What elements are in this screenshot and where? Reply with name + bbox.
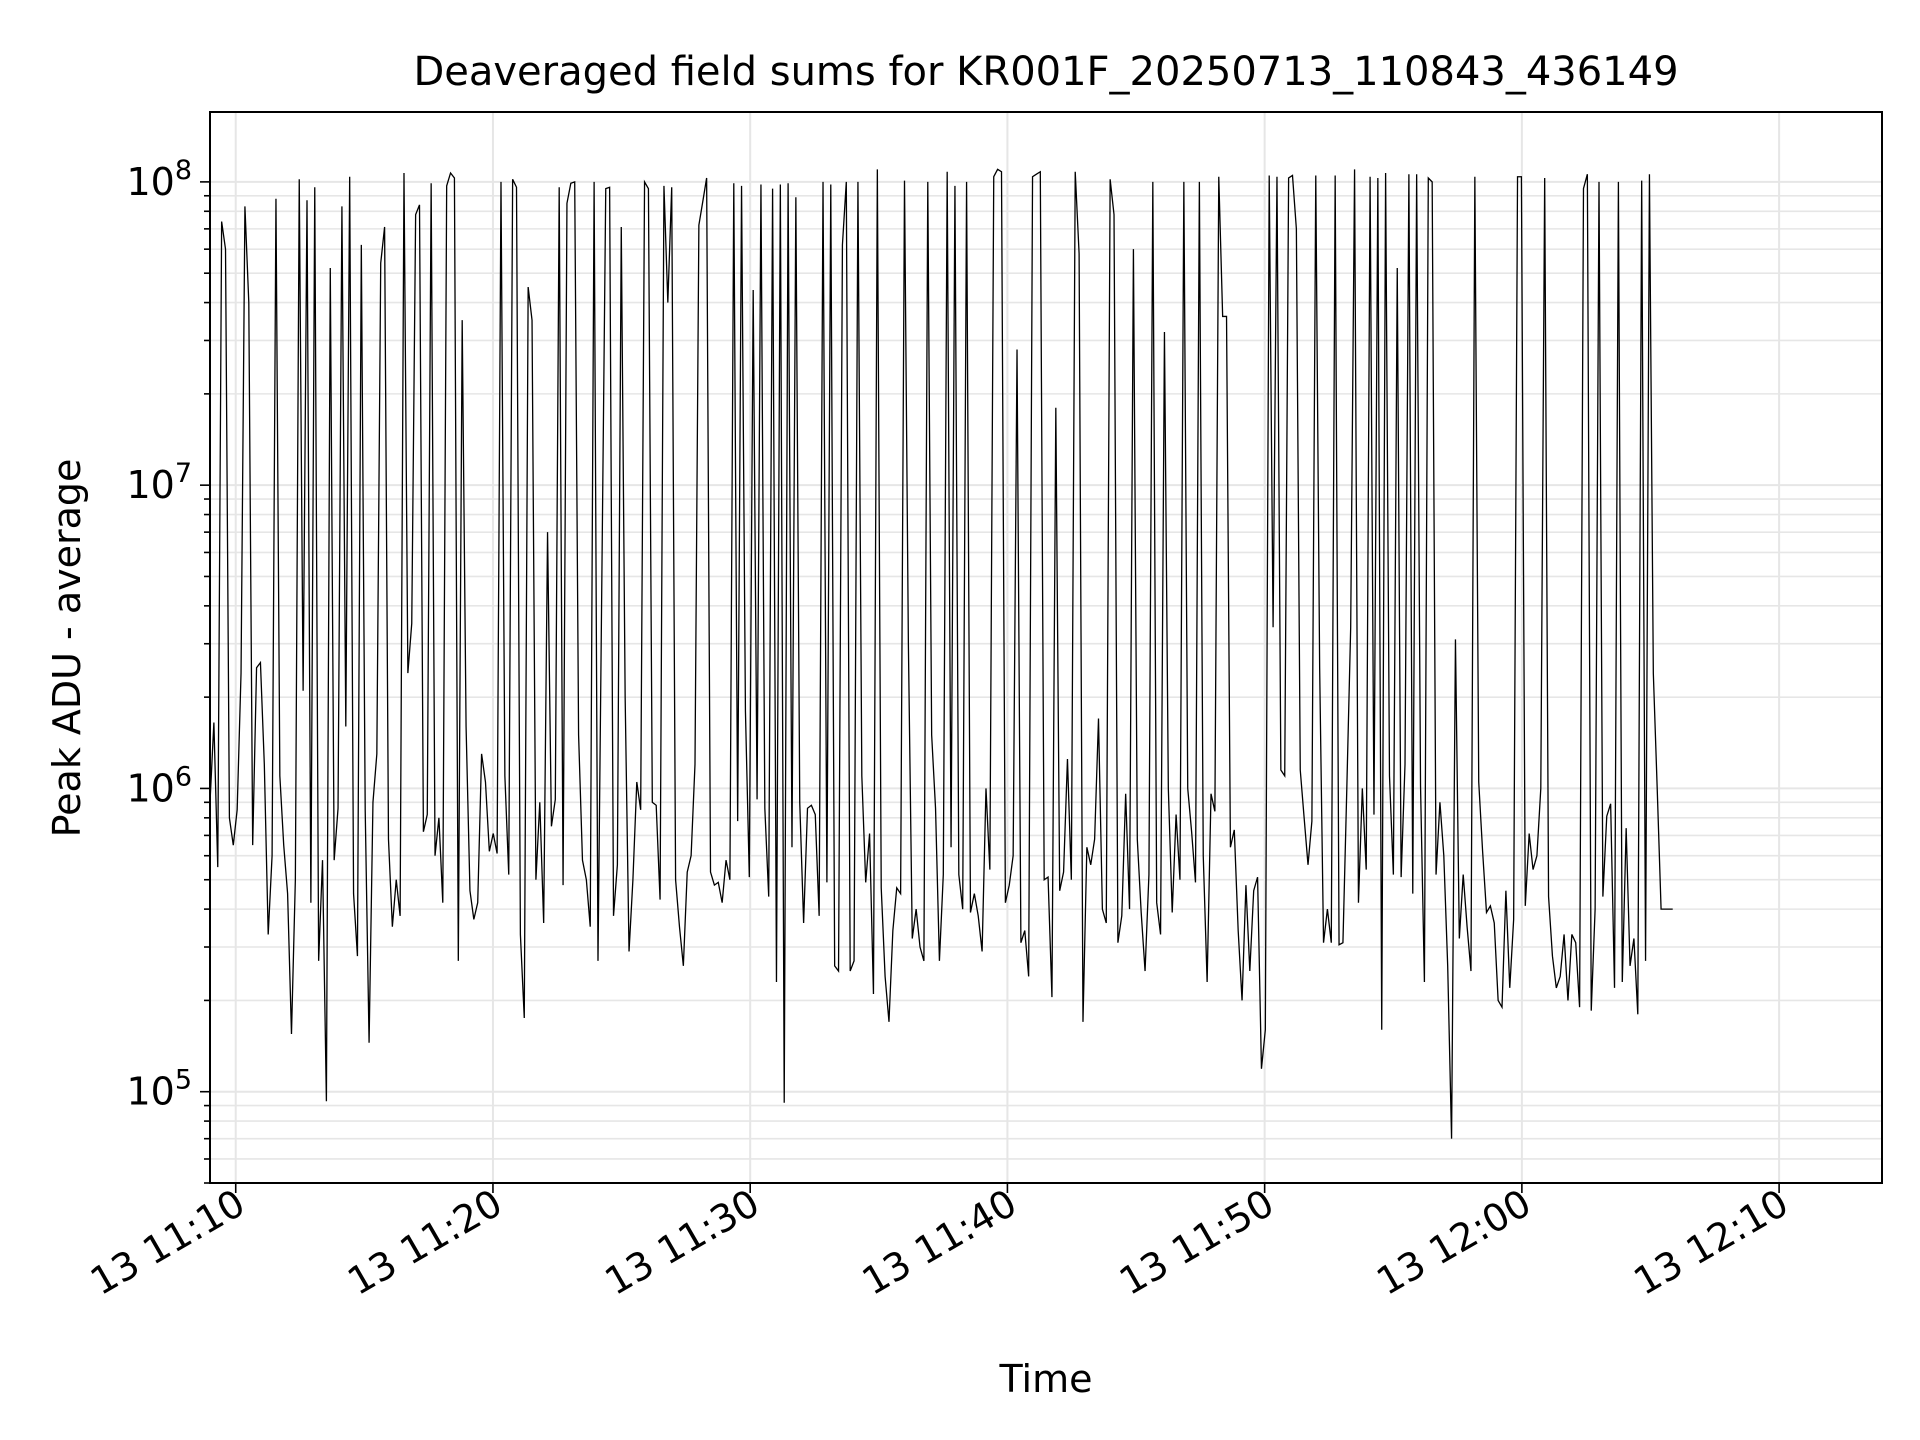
y-tick-label: 107: [126, 458, 192, 507]
series-line: [209, 168, 1673, 1139]
plot-series: [209, 168, 1673, 1139]
y-tick-label: 105: [126, 1065, 192, 1114]
y-axis: 105 106 107 108: [126, 155, 210, 1184]
chart-title: Deaveraged field sums for KR001F_2025071…: [413, 49, 1678, 95]
y-axis-label: Peak ADU - average: [45, 459, 89, 838]
y-tick-label: 108: [126, 155, 192, 204]
x-axis-label: Time: [999, 1357, 1093, 1401]
plot-frame: [209, 111, 1883, 1184]
y-tick-label: 106: [126, 761, 192, 810]
grid: [210, 112, 1882, 1184]
